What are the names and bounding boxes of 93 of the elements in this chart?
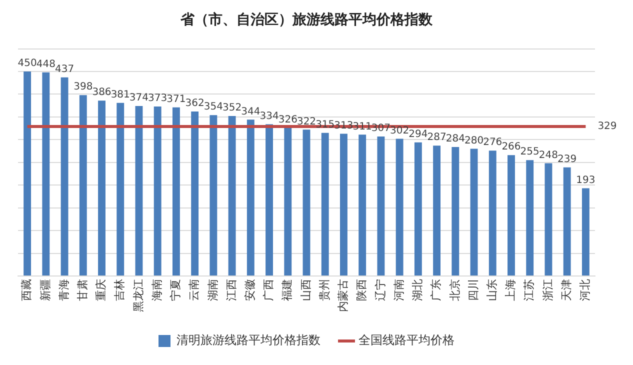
data-label: 193 [576,174,596,186]
x-tick-label: 吉林 [113,279,126,301]
data-label: 239 [558,154,577,165]
bar [526,160,534,276]
x-tick-label: 安徽 [244,279,257,301]
data-label: 352 [222,102,242,114]
bar [210,115,218,276]
legend-label: 全国线路平均价格 [358,333,454,348]
legend-label: 清明旅游线路平均价格指数 [176,333,320,348]
bar [544,163,552,276]
data-label: 371 [166,94,186,106]
bar [284,128,292,276]
data-label: 326 [278,114,298,126]
bar [172,107,180,276]
x-tick-label: 内蒙古 [336,279,350,312]
x-tick-label: 河北 [578,279,592,301]
data-label: 322 [296,116,316,128]
x-tick-label: 广东 [430,279,443,301]
data-label: 276 [483,137,502,148]
data-label: 344 [241,106,260,118]
bar [377,136,385,276]
x-tick-label: 湖南 [206,279,220,301]
chart-title: 省（市、自治区）旅游线路平均价格指数 [180,11,434,28]
bar [452,146,460,276]
data-label: 448 [36,59,56,70]
x-tick-label: 上海 [504,279,518,301]
bar [470,148,478,276]
bar [563,167,571,276]
data-label: 386 [92,87,112,98]
bar [135,106,143,276]
x-tick-label: 山西 [299,279,312,301]
x-tick-label: 辽宁 [374,279,387,301]
x-tick-label: 甘肃 [76,279,90,301]
x-tick-label: 青海 [57,279,70,301]
x-tick-label: 西藏 [20,279,34,301]
x-tick-label: 河南 [392,279,406,301]
data-label: 374 [129,92,149,104]
data-label: 437 [54,64,74,76]
data-label: 362 [185,98,204,110]
x-tick-label: 湖北 [411,279,424,301]
x-tick-label: 江西 [224,279,238,301]
data-label: 354 [204,102,223,113]
x-tick-label: 山东 [485,279,498,301]
data-label: 329 [598,121,617,132]
data-label: 248 [538,150,558,161]
data-label: 381 [110,89,130,100]
x-tick-label: 黑龙江 [132,279,145,312]
bar [24,72,32,276]
bar [340,134,348,276]
bar [116,102,124,276]
bar [508,155,515,276]
x-tick-label: 陕西 [355,279,368,301]
x-tick-label: 海南 [150,279,164,301]
data-label: 287 [427,132,446,144]
bar [302,130,310,276]
bar [266,124,273,276]
data-label: 334 [260,110,279,122]
x-tick-label: 云南 [188,279,201,301]
bar [154,106,162,276]
data-label: 255 [520,146,540,158]
data-label: 302 [390,125,410,136]
bar [582,188,590,276]
data-label: 294 [408,129,428,140]
bar [79,95,87,276]
x-tick-label: 福建 [280,279,294,301]
x-tick-label: 贵州 [318,279,331,301]
x-tick-label: 浙江 [541,279,554,301]
bar [358,134,366,276]
bar [42,72,50,276]
bar [191,112,199,276]
data-label: 284 [446,134,465,145]
bar [488,150,496,276]
bar [396,138,404,276]
x-tick-label: 天津 [560,279,573,301]
data-label: 266 [502,142,521,153]
x-tick-label: 宁夏 [169,279,182,301]
bar [228,116,236,276]
x-tick-label: 江苏 [522,279,536,301]
data-label: 373 [148,93,168,104]
bar [321,132,329,276]
data-label: 280 [464,135,484,146]
x-tick-label: 四川 [466,279,480,301]
bar [60,77,68,276]
data-label: 450 [18,58,37,70]
x-tick-label: 重庆 [94,279,108,301]
x-tick-label: 新疆 [38,279,52,301]
data-label: 398 [74,82,93,93]
x-tick-label: 广西 [262,279,276,301]
bar [433,146,441,276]
bar [98,100,106,276]
x-tick-label: 北京 [448,279,462,301]
bar [246,120,254,276]
bar [414,142,422,276]
